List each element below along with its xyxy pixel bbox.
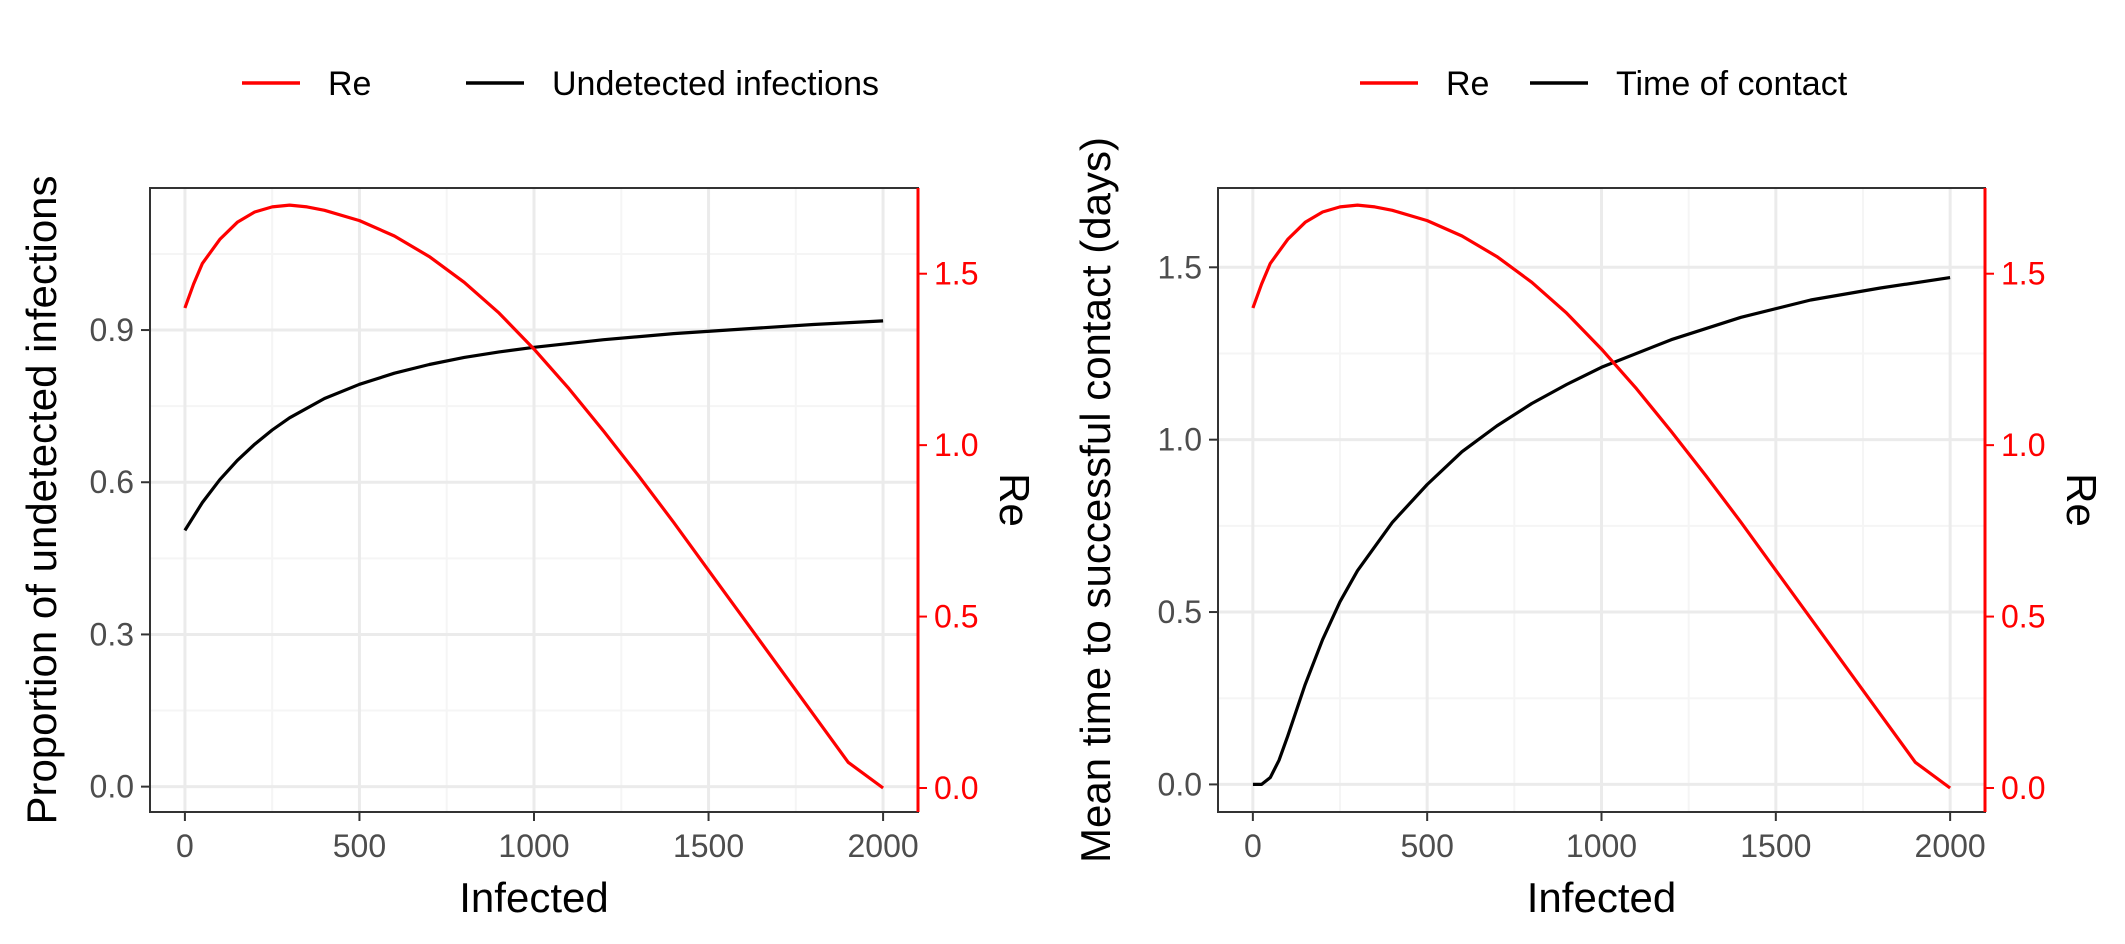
x-tick-label: 1500: [1740, 828, 1811, 864]
y2-tick-label: 1.0: [934, 427, 978, 463]
legend-label-undetected: Undetected infections: [552, 65, 879, 103]
chart-panel-undetected: 0 500 1000 1500 2000 0.0 0.3 0.6 0.9 0.0 0.5 1.0 1.5…: [18, 65, 1038, 921]
y-tick-label: 1.5: [1158, 249, 1202, 285]
y2-tick-label: 0.5: [2001, 599, 2045, 635]
legend: Re Time of contact: [1360, 65, 1848, 103]
x-tick-label: 0: [1244, 828, 1262, 864]
series-line-re: [1251, 203, 1952, 790]
y-tick-label: 1.0: [1158, 422, 1202, 458]
legend: Re Undetected infections: [242, 65, 879, 103]
grid: [150, 188, 918, 812]
y2-tick-label: 1.5: [2001, 256, 2045, 292]
grid: [1218, 188, 1985, 812]
x-tick-label: 0: [176, 828, 194, 864]
y-tick-label: 0.3: [90, 616, 134, 652]
series-lines: [183, 203, 885, 790]
x-tick-label: 2000: [1915, 828, 1986, 864]
y-tick-label: 0.6: [90, 464, 134, 500]
series-line-primary: [183, 319, 884, 532]
y-axis-title: Mean time to successful contact (days): [1072, 137, 1119, 863]
chart-panel-time-of-contact: 0 500 1000 1500 2000 0.0 0.5 1.0 1.5 0.0 0.5 1.0 1.5…: [1072, 65, 2105, 921]
x-axis-title: Infected: [459, 874, 608, 921]
x-tick-label: 1500: [673, 828, 744, 864]
legend-label-re: Re: [328, 65, 371, 103]
axis-ticks: 0 500 1000 1500 2000 0.0 0.5 1.0 1.5 0.0 0.5 1.0 1.5: [1158, 249, 2046, 864]
y2-tick-label: 0.0: [2001, 770, 2045, 806]
x-tick-label: 2000: [847, 828, 918, 864]
y-tick-label: 0.0: [1158, 766, 1202, 802]
legend-label-time-of-contact: Time of contact: [1616, 65, 1848, 103]
y2-axis-title: Re: [991, 473, 1038, 527]
series-lines: [1251, 203, 1952, 790]
x-axis-title: Infected: [1527, 874, 1676, 921]
series-line-primary: [1252, 276, 1951, 787]
x-tick-label: 1000: [1566, 828, 1637, 864]
y-tick-label: 0.0: [90, 769, 134, 805]
x-tick-label: 1000: [498, 828, 569, 864]
x-tick-label: 500: [1400, 828, 1453, 864]
y2-tick-label: 0.0: [934, 770, 978, 806]
y-tick-label: 0.5: [1158, 594, 1202, 630]
y2-tick-label: 0.5: [934, 599, 978, 635]
y-axis-title: Proportion of undetected infections: [18, 175, 65, 824]
y2-axis-title: Re: [2058, 473, 2105, 527]
series-line-re: [183, 203, 885, 790]
axis-ticks: 0 500 1000 1500 2000 0.0 0.3 0.6 0.9 0.0 0.5 1.0 1.5: [90, 256, 979, 864]
legend-label-re: Re: [1446, 65, 1489, 103]
y2-tick-label: 1.0: [2001, 427, 2045, 463]
y-tick-label: 0.9: [90, 312, 134, 348]
y2-tick-label: 1.5: [934, 256, 978, 292]
x-tick-label: 500: [333, 828, 386, 864]
